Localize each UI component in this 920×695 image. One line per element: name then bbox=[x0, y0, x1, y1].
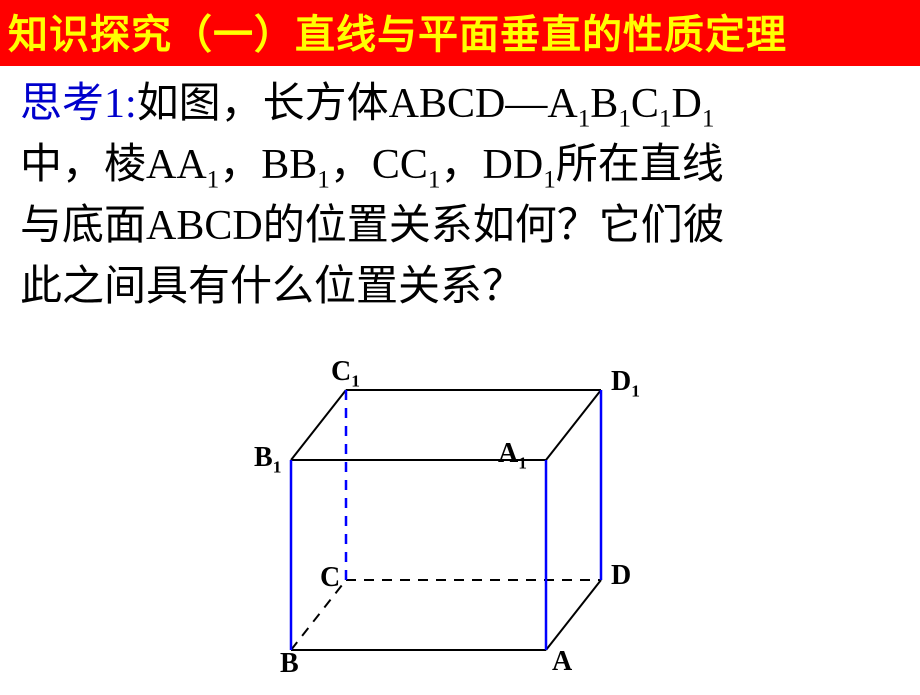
vertex-label-A: A bbox=[552, 646, 572, 678]
header-bar: 知识探究（一）直线与平面垂直的性质定理 bbox=[0, 0, 920, 66]
edge-B1-C1 bbox=[291, 390, 346, 460]
vertex-label-B1: B1 bbox=[254, 442, 281, 474]
edge-A1-D1 bbox=[546, 390, 601, 460]
question-text: 思考1:如图，长方体ABCD—A1B1C1D1中，棱AA1，BB1，CC1，DD… bbox=[0, 66, 920, 318]
vertex-label-C: C bbox=[320, 562, 340, 594]
edge-A-D bbox=[546, 580, 601, 650]
header-title: 知识探究（一）直线与平面垂直的性质定理 bbox=[8, 12, 787, 57]
vertex-label-B: B bbox=[280, 648, 299, 680]
vertex-label-A1: A1 bbox=[498, 438, 527, 470]
vertex-label-D1: D1 bbox=[611, 366, 640, 398]
cuboid-diagram: C1 D1 B1 A1 C D B A bbox=[236, 330, 696, 690]
think-label: 思考1: bbox=[20, 81, 137, 127]
vertex-label-D: D bbox=[611, 560, 631, 592]
vertex-label-C1: C1 bbox=[331, 356, 360, 388]
